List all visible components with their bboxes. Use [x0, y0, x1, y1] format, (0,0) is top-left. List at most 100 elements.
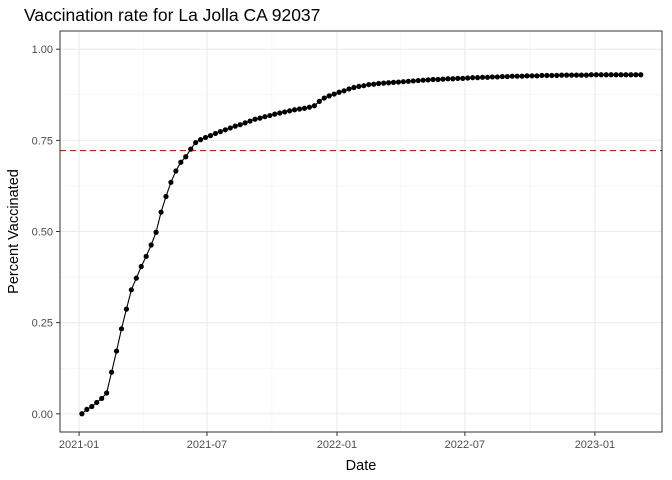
data-point	[405, 78, 411, 84]
data-point	[489, 74, 496, 80]
data-point	[608, 72, 614, 78]
data-point	[262, 114, 268, 120]
data-point	[168, 179, 174, 185]
data-point	[385, 80, 392, 86]
data-point	[227, 125, 233, 131]
data-point	[549, 72, 555, 79]
data-point	[499, 73, 505, 80]
y-tick-label: 1.00	[32, 44, 53, 56]
data-point	[470, 75, 476, 81]
data-point	[331, 91, 337, 97]
chart-title: Vaccination rate for La Jolla CA 92037	[24, 5, 321, 25]
y-tick-label: 0.50	[32, 227, 53, 239]
data-point	[539, 72, 545, 79]
data-point	[400, 79, 406, 85]
data-point	[430, 76, 436, 83]
data-point	[440, 76, 446, 82]
data-point	[148, 242, 154, 248]
data-point	[133, 275, 139, 281]
data-point	[247, 118, 253, 124]
y-axis-title: Percent Vaccinated	[6, 169, 22, 294]
data-point	[212, 130, 219, 137]
data-point	[267, 112, 273, 119]
data-point	[366, 81, 372, 88]
data-point	[217, 129, 223, 135]
data-point	[113, 348, 120, 354]
data-point	[272, 111, 278, 117]
data-point	[514, 73, 520, 79]
data-point	[445, 76, 451, 82]
data-point	[573, 72, 580, 78]
data-point	[326, 93, 332, 99]
data-point	[128, 287, 134, 293]
data-point	[301, 105, 308, 111]
data-point	[183, 154, 189, 160]
y-tick-label: 0.00	[32, 409, 53, 421]
data-point	[479, 74, 486, 80]
data-point	[257, 115, 263, 121]
data-point	[84, 406, 90, 412]
data-point	[415, 77, 421, 84]
data-point	[578, 72, 585, 78]
data-point	[618, 72, 624, 78]
series-layer	[79, 72, 644, 417]
data-point	[494, 74, 500, 80]
data-point	[188, 146, 194, 152]
data-point	[291, 107, 298, 113]
data-point	[460, 75, 466, 81]
data-point	[593, 72, 599, 78]
data-point	[450, 76, 456, 82]
data-point	[361, 83, 367, 89]
data-point	[89, 403, 95, 410]
data-point	[504, 73, 510, 80]
data-point	[598, 72, 604, 78]
axis-ticks: 2021-01 2021-07 2022-01 2022-07 2023-01 0.00 0…	[32, 44, 615, 451]
x-tick-label: 2021-01	[59, 439, 99, 451]
x-tick-label: 2022-01	[317, 439, 357, 451]
data-point	[381, 80, 387, 86]
data-point	[153, 229, 159, 235]
data-point	[237, 122, 243, 128]
data-point	[108, 369, 115, 375]
y-tick-label: 0.25	[32, 318, 53, 330]
data-point	[356, 83, 362, 90]
data-point	[554, 72, 560, 79]
data-point	[638, 72, 644, 78]
data-point	[242, 120, 248, 126]
data-point	[202, 134, 209, 141]
data-point	[193, 139, 199, 146]
data-point	[390, 79, 397, 85]
data-point	[623, 72, 629, 78]
x-axis-title: Date	[346, 458, 377, 474]
data-point	[559, 72, 565, 78]
data-point	[568, 72, 575, 78]
data-point	[603, 72, 609, 78]
data-point	[287, 108, 293, 114]
data-point	[222, 127, 228, 133]
data-point	[410, 78, 416, 84]
data-point	[613, 72, 619, 78]
data-point	[207, 133, 214, 139]
data-point	[534, 73, 540, 79]
data-point	[232, 123, 238, 129]
data-point	[435, 76, 441, 83]
data-point	[341, 88, 347, 94]
data-point	[425, 77, 431, 83]
data-point	[346, 86, 352, 92]
data-point	[138, 263, 144, 270]
data-point	[474, 75, 481, 81]
data-point	[252, 116, 258, 122]
data-point	[544, 72, 550, 79]
data-point	[336, 89, 342, 95]
data-point	[94, 399, 100, 406]
data-point	[395, 79, 402, 85]
data-point	[484, 74, 491, 80]
data-point	[158, 209, 164, 215]
y-tick-label: 0.75	[32, 135, 53, 147]
data-point	[311, 103, 317, 109]
x-tick-label: 2021-07	[187, 439, 227, 451]
data-point	[564, 72, 570, 78]
data-point	[583, 72, 590, 78]
data-point	[306, 104, 313, 110]
